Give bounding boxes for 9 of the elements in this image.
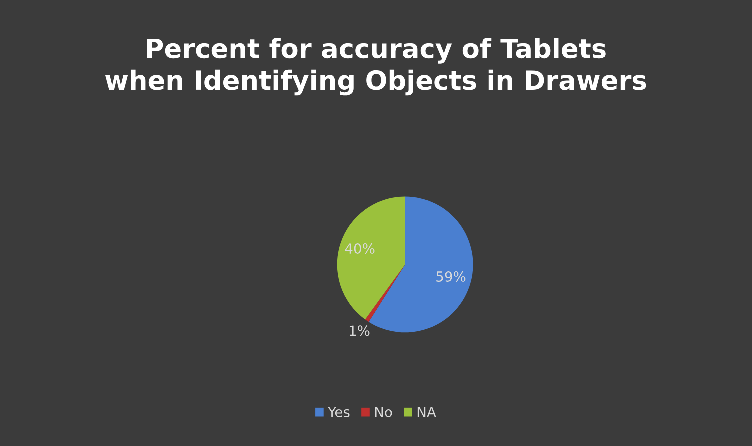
legend-label: Yes — [328, 407, 350, 418]
legend-label: NA — [418, 407, 436, 418]
data-label: 59% — [436, 272, 466, 282]
pie-slice — [365, 264, 406, 322]
pie-slice — [337, 196, 406, 320]
legend-label: No — [375, 407, 392, 418]
chart-title: Percent for accuracy of Tablets when Identifying Objects in Drawers — [106, 38, 646, 96]
data-label: 1% — [350, 326, 370, 336]
data-label: 40% — [345, 244, 375, 254]
